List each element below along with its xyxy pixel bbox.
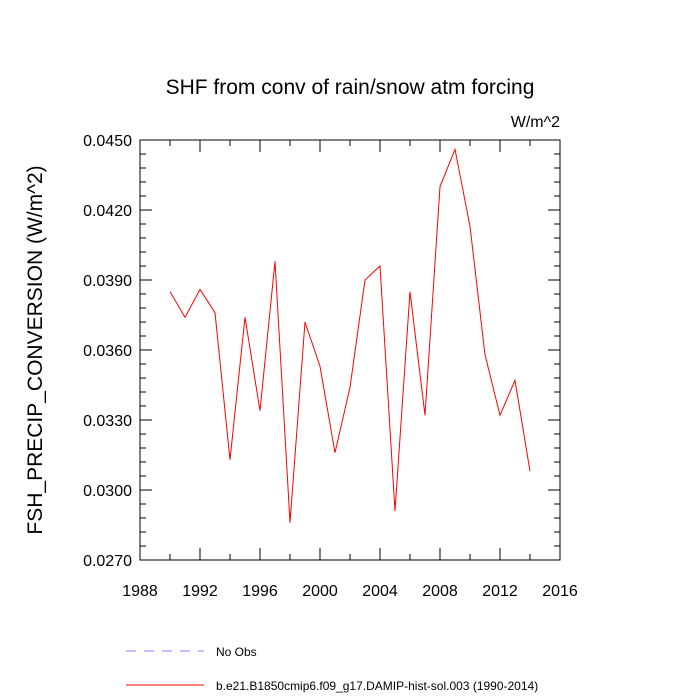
x-tick-label: 1988 bbox=[122, 583, 158, 600]
x-tick-label: 1992 bbox=[182, 583, 218, 600]
x-tick-label: 1996 bbox=[242, 583, 278, 600]
y-tick-label: 0.0450 bbox=[83, 133, 132, 150]
y-tick-label: 0.0330 bbox=[83, 413, 132, 430]
x-tick-label: 2016 bbox=[542, 583, 578, 600]
x-tick-label: 2004 bbox=[362, 583, 398, 600]
legend-label: No Obs bbox=[216, 645, 257, 659]
x-tick-label: 2008 bbox=[422, 583, 458, 600]
y-tick-label: 0.0300 bbox=[83, 483, 132, 500]
series-line bbox=[169, 147, 531, 523]
legend: No Obs b.e21.B1850cmip6.f09_g17.DAMIP-his… bbox=[126, 645, 538, 693]
legend-label: b.e21.B1850cmip6.f09_g17.DAMIP-hist-sol.… bbox=[216, 679, 538, 693]
x-tick-label: 2000 bbox=[302, 583, 338, 600]
y-tick-label: 0.0360 bbox=[83, 343, 132, 360]
plot-frame bbox=[139, 139, 561, 561]
series-group bbox=[169, 147, 531, 523]
units-label: W/m^2 bbox=[511, 114, 560, 131]
x-tick-label: 2012 bbox=[482, 583, 518, 600]
chart-title: SHF from conv of rain/snow atm forcing bbox=[166, 76, 535, 99]
axis-tick-labels: 1988 1992 1996 2000 2004 2008 2012 2016 0.0270 0.… bbox=[83, 133, 578, 600]
y-tick-label: 0.0270 bbox=[83, 553, 132, 570]
y-axis-label: FSH_PRECIP_CONVERSION (W/m^2) bbox=[24, 165, 47, 534]
axis-ticks bbox=[139, 139, 561, 561]
y-tick-label: 0.0420 bbox=[83, 203, 132, 220]
y-tick-label: 0.0390 bbox=[83, 273, 132, 290]
